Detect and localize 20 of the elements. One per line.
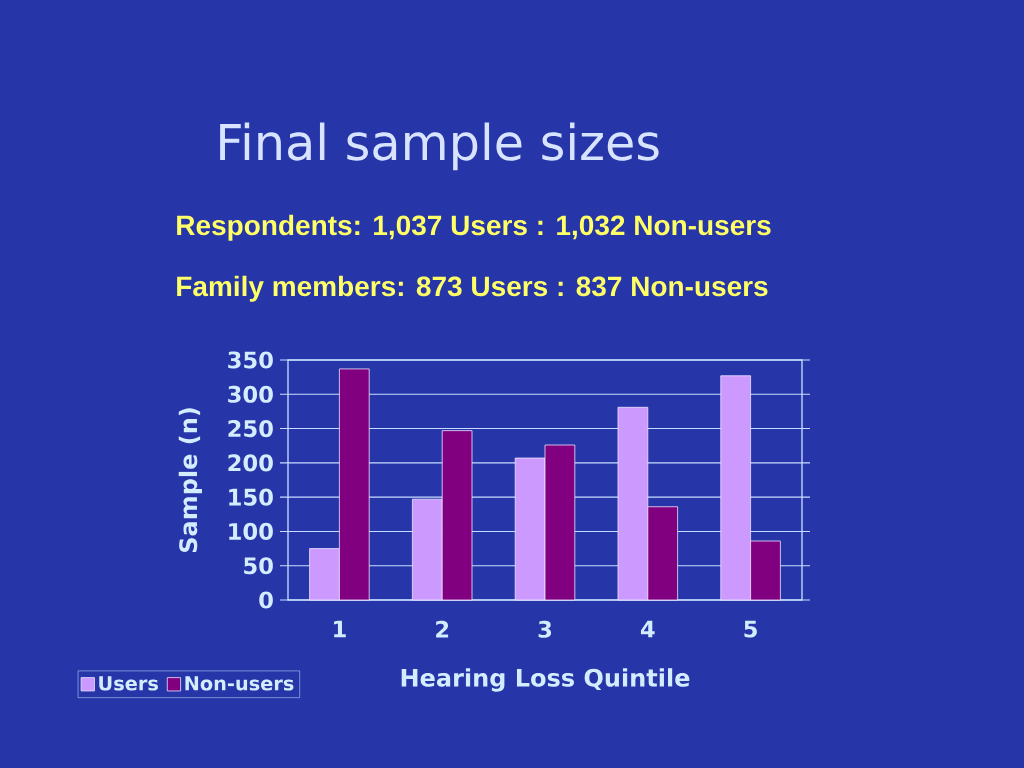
y-tick-label: 50 [244, 557, 273, 575]
y-axis-title: Sample (n) [178, 408, 202, 553]
legend-label: Non-users [185, 676, 294, 691]
legend-label: Users [99, 676, 158, 691]
y-tick-label: 0 [259, 591, 273, 609]
y-tick-label: 100 [229, 522, 273, 540]
y-tick-label: 200 [228, 454, 273, 472]
y-tick-label: 300 [228, 385, 273, 403]
text: Respondents: 1,037 Users : 1,032 Non-users [177, 214, 771, 241]
chart-title: Final sample sizes [220, 122, 659, 171]
x-tick-label: 1 [334, 620, 346, 638]
x-axis-title: Hearing Loss Quintile [401, 668, 690, 692]
x-tick-label: 5 [744, 620, 757, 638]
x-tick-label: 2 [436, 620, 449, 638]
y-tick-label: 250 [228, 419, 273, 438]
x-tick-label: 4 [640, 620, 655, 638]
x-tick-label: 3 [538, 620, 552, 638]
text: Family members: 873 Users : 837 Non-users [177, 275, 768, 302]
y-tick-label: 350 [228, 351, 273, 369]
y-tick-label: 150 [229, 488, 273, 506]
